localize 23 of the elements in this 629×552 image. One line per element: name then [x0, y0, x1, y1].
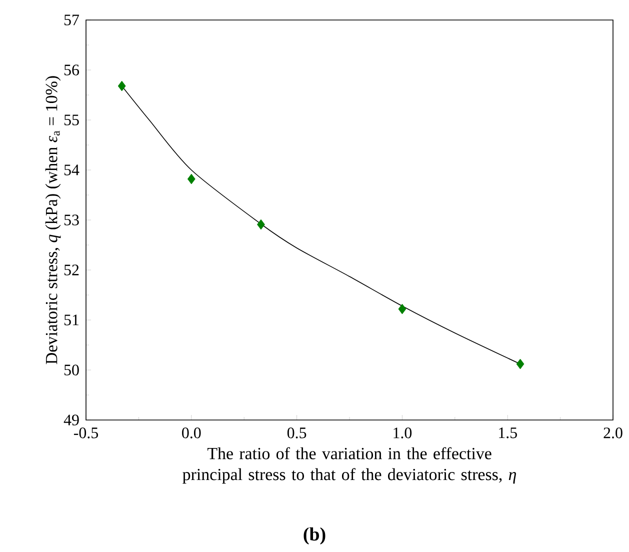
point	[398, 304, 406, 314]
y-tick-label: 51	[64, 314, 79, 326]
x-tick-label: 1.0	[394, 428, 412, 438]
y-axis-title: Deviatoric stress, q (kPa) (when ε$_{a}$ = 10%)	[45, 76, 61, 364]
x-tick-label: 0.0	[182, 428, 201, 438]
y-tick-label: 56	[64, 64, 80, 76]
text: (b)	[304, 527, 326, 544]
x-tick-label: -0.5	[74, 428, 98, 438]
y-tick-label: 52	[64, 264, 79, 276]
x-axis-title: The ratio of the variation in the effective principal stress to that of the deviatoric stress, η	[182, 447, 516, 484]
x-tick-label: 1.5	[499, 428, 517, 438]
x-tick-label: 2.0	[604, 428, 622, 438]
y-tick-label: 53	[64, 214, 79, 226]
point	[257, 219, 265, 230]
point	[118, 80, 126, 92]
y-tick-label: 49	[64, 414, 79, 426]
x-tick-label: 0.5	[287, 428, 306, 438]
y-tick-label: 55	[64, 114, 79, 126]
y-tick-label: 54	[64, 164, 80, 176]
point	[187, 174, 196, 184]
y-tick-label: 50	[64, 364, 79, 376]
y-tick-label: 57	[64, 14, 80, 26]
point	[516, 358, 524, 370]
